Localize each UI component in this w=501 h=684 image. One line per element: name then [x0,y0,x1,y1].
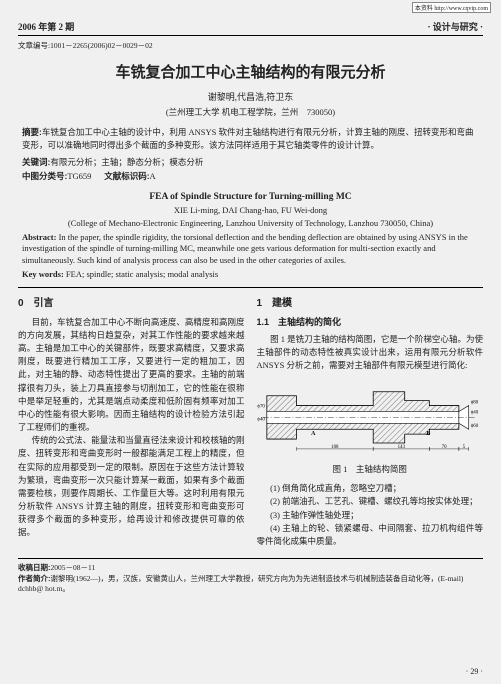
section-0-head: 0 引言 [18,296,245,312]
abstract-en-label: Abstract: [22,232,56,242]
author-bio: 谢黎明(1962—)，男，汉族，安徽黄山人，兰州理工大学教授，研究方向为为先进制… [18,574,463,594]
keywords-en-text: FEA; spindle; static analysis; modal ana… [64,269,218,279]
svg-text:B: B [426,431,430,437]
class-code: TG659 [67,171,91,181]
article-id: 文章编号:1001－2265(2006)02－0029－02 [18,40,483,51]
svg-text:108: 108 [331,445,339,450]
svg-text:ϕ70: ϕ70 [257,405,265,410]
abstract-cn-label: 摘要: [22,127,42,137]
running-head: 2006 年第 2 期 · 设计与研究 · [18,20,483,36]
svg-text:ϕ80: ϕ80 [470,401,478,406]
source-url: 本资料 http://www.cqvip.com [412,2,491,13]
svg-text:ϕ60: ϕ60 [470,424,478,429]
keywords-chinese: 关键词:有限元分析；主轴；静态分析；模态分析 [22,156,479,168]
authors-chinese: 谢黎明,代昌浩,符卫东 [18,90,483,103]
section-1-head: 1 建模 [257,296,484,312]
received-label: 收稿日期: [18,563,51,572]
svg-text:5: 5 [462,445,465,450]
sec1-p1: 图 1 是铣刀主轴的结构简图，它是一个阶梯空心轴。为使主轴部件的动态特性被真实设… [257,333,484,373]
class-label: 中图分类号: [22,171,67,181]
issue-label: 2006 年第 2 期 [18,20,74,33]
docflag: A [150,171,156,181]
figure-1: ϕ70 ϕ40 ϕ80 ϕ40 ϕ60 A B 108 143 70 5 图 1 主轴结构简图 [257,378,484,476]
simplify-4: (4) 主轴上的轮、锁紧螺母、中间隔套、拉刀机构组件等零件简化成集中质量。 [257,522,484,548]
classification-row: 中图分类号:TG659 文献标识码:A [22,170,479,182]
received-date: 2005－08－11 [51,563,96,572]
title-english: FEA of Spindle Structure for Turning-mil… [18,192,483,202]
keywords-cn-text: 有限元分析；主轴；静态分析；模态分析 [50,157,203,167]
right-column: 1 建模 1.1 主轴结构的简化 图 1 是铣刀主轴的结构简图，它是一个阶梯空心… [257,296,484,548]
keywords-english: Key words: FEA; spindle; static analysis… [22,269,479,279]
body-columns: 0 引言 目前，车铣复合加工中心不断向高速度、高精度和高刚度的方向发展，其结构日… [18,296,483,548]
svg-text:ϕ40: ϕ40 [470,411,478,416]
section-divider [18,287,483,288]
author-bio-label: 作者简介: [18,574,51,583]
section-label: · 设计与研究 · [427,20,483,33]
left-column: 0 引言 目前，车铣复合加工中心不断向高速度、高精度和高刚度的方向发展，其结构日… [18,296,245,548]
svg-text:70: 70 [441,445,446,450]
spindle-diagram: ϕ70 ϕ40 ϕ80 ϕ40 ϕ60 A B 108 143 70 5 [257,378,484,457]
abstract-en-text: In the paper, the spindle rigidity, the … [22,232,468,266]
figure-1-caption: 图 1 主轴结构简图 [257,463,484,476]
simplify-1: (1) 倒角简化成直角，忽略空刀槽； [257,482,484,495]
simplify-2: (2) 前端油孔、工艺孔、键槽、螺纹孔等均按实体处理； [257,495,484,508]
keywords-en-label: Key words: [22,269,64,279]
affiliation-english: (College of Mechano-Electronic Engineeri… [18,218,483,228]
sec0-p2: 传统的公式法、能量法和当量直径法来设计和校核轴的刚度、扭转变形和弯曲变形时一般都… [18,434,245,539]
footer: 收稿日期:2005－08－11 作者简介:谢黎明(1962—)，男，汉族，安徽黄… [18,563,483,595]
page-number: · 29 · [466,667,483,676]
simplify-3: (3) 主轴作弹性轴处理； [257,509,484,522]
authors-english: XIE Li-ming, DAI Chang-hao, FU Wei-dong [18,205,483,215]
abstract-cn-text: 车铣复合加工中心主轴的设计中，利用 ANSYS 软件对主轴结构进行有限元分析，计… [22,127,473,150]
affiliation-chinese: (兰州理工大学 机电工程学院，兰州 730050) [18,106,483,118]
keywords-cn-label: 关键词: [22,157,50,167]
svg-text:A: A [311,431,316,437]
docflag-label: 文献标识码: [104,171,149,181]
title-chinese: 车铣复合加工中心主轴结构的有限元分析 [18,61,483,82]
abstract-english: Abstract: In the paper, the spindle rigi… [22,232,479,268]
svg-text:143: 143 [397,445,405,450]
svg-text:ϕ40: ϕ40 [257,417,265,422]
section-1-1-head: 1.1 主轴结构的简化 [257,316,484,330]
sec0-p1: 目前，车铣复合加工中心不断向高速度、高精度和高刚度的方向发展，其结构日趋复杂，对… [18,316,245,435]
abstract-chinese: 摘要:车铣复合加工中心主轴的设计中，利用 ANSYS 软件对主轴结构进行有限元分… [22,126,479,152]
